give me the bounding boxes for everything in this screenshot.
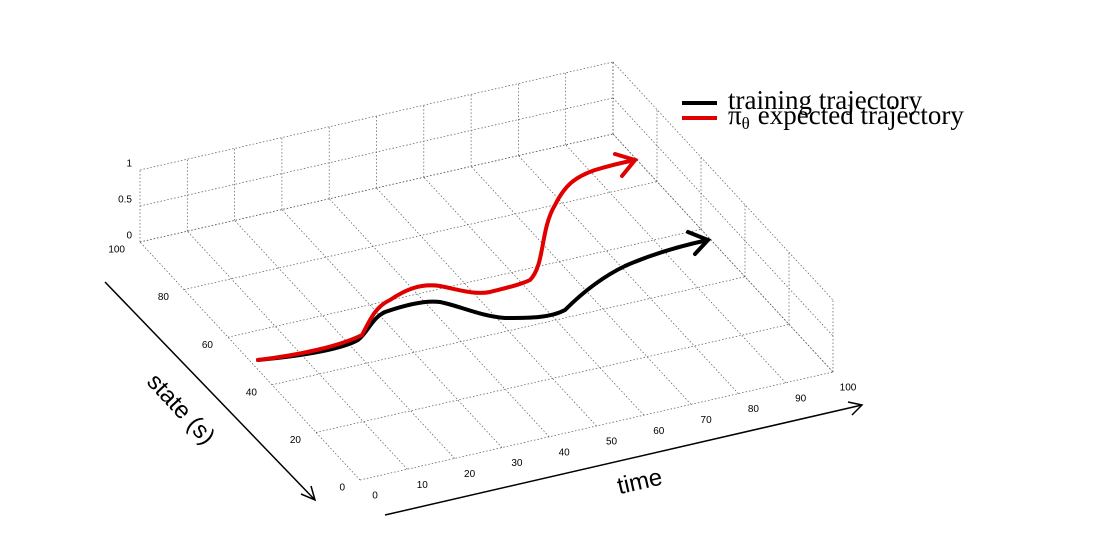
y-axis-label: state (s) <box>141 368 220 450</box>
x-tick-label: 0 <box>372 491 378 502</box>
z-tick-label: 0 <box>126 231 132 242</box>
grid-line <box>565 144 786 384</box>
x-tick-label: 50 <box>606 437 618 448</box>
state-axis-arrow <box>104 281 317 502</box>
training-trajectory <box>256 230 712 362</box>
grid-line <box>612 97 834 337</box>
x-tick-label: 10 <box>417 480 429 491</box>
grid-line <box>187 230 408 470</box>
z-tick-label: 1 <box>126 159 132 170</box>
grid-line <box>359 371 834 481</box>
grid-line <box>139 61 614 171</box>
legend-subscript: θ <box>742 114 750 133</box>
grid-line <box>315 324 790 433</box>
legend-text-rest: expected trajectory <box>758 100 965 130</box>
grid-line <box>518 155 739 394</box>
x-axis-label: time <box>615 464 665 501</box>
grid-line <box>227 228 702 338</box>
x-tick-label: 100 <box>840 383 857 394</box>
x-tick-label: 70 <box>701 415 713 426</box>
y-tick-label: 20 <box>290 435 302 446</box>
legend-text: training trajectory <box>728 85 923 115</box>
grid-line <box>281 209 503 448</box>
grid-line <box>139 241 361 481</box>
grid-line <box>234 220 455 459</box>
grid-line <box>423 176 645 416</box>
y-tick-label: 80 <box>158 292 170 303</box>
grid-line <box>470 166 692 405</box>
x-tick-label: 80 <box>748 404 760 415</box>
x-tick-label: 60 <box>653 426 665 437</box>
time-axis-arrow <box>384 401 864 516</box>
legend-text: πθ expected trajectory <box>728 100 964 133</box>
y-tick-label: 0 <box>339 483 345 494</box>
grid-line <box>612 61 834 301</box>
y-tick-label: 40 <box>246 387 258 398</box>
grid-line <box>139 133 614 243</box>
grid <box>139 61 834 481</box>
legend: training trajectory πθ expected trajector… <box>682 85 964 133</box>
x-tick-label: 90 <box>795 393 807 404</box>
grid-line <box>139 97 614 207</box>
grid-line <box>612 133 834 373</box>
expected-trajectory <box>256 152 639 362</box>
grid-line <box>271 276 746 386</box>
grid-line <box>183 181 658 290</box>
x-tick-label: 20 <box>464 469 476 480</box>
y-tick-label: 100 <box>108 245 125 256</box>
grid-line <box>376 187 597 427</box>
legend-symbol: π <box>728 100 742 130</box>
x-tick-label: 30 <box>511 458 523 469</box>
y-tick-label: 60 <box>202 340 214 351</box>
grid-line <box>328 198 550 438</box>
z-tick-label: 0.5 <box>118 195 132 206</box>
x-tick-label: 40 <box>559 447 571 458</box>
